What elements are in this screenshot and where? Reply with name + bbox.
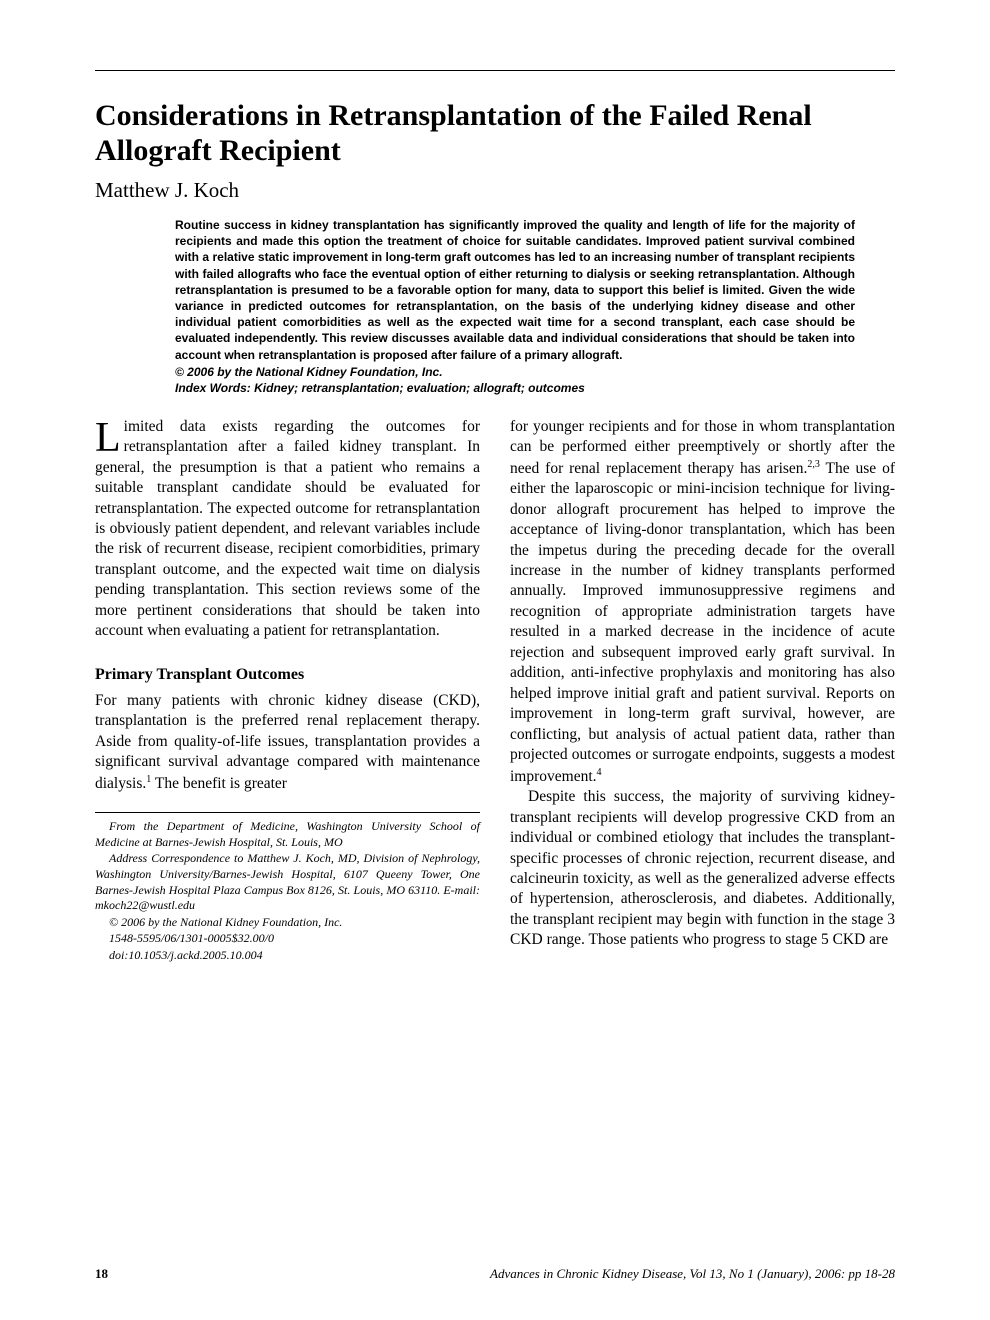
footnote-doi: doi:10.1053/j.ackd.2005.10.004: [95, 948, 480, 964]
footnote-rule: [95, 812, 480, 813]
section-paragraph: For many patients with chronic kidney di…: [95, 691, 480, 794]
left-column: Limited data exists regarding the outcom…: [95, 417, 480, 965]
right-para-1: for younger recipients and for those in …: [510, 417, 895, 787]
footnote-block: From the Department of Medicine, Washing…: [95, 819, 480, 963]
section-text-tail: The benefit is greater: [151, 775, 287, 792]
journal-citation: Advances in Chronic Kidney Disease, Vol …: [490, 1266, 895, 1282]
citation-ref-23: 2,3: [807, 459, 820, 470]
right-para1-b: The use of either the laparoscopic or mi…: [510, 460, 895, 785]
right-para-2: Despite this success, the majority of su…: [510, 787, 895, 951]
top-horizontal-rule: [95, 70, 895, 71]
abstract-copyright: © 2006 by the National Kidney Foundation…: [175, 365, 855, 379]
index-words: Index Words: Kidney; retransplantation; …: [175, 381, 855, 395]
dropcap-letter: L: [95, 417, 124, 457]
footnote-issn: 1548-5595/06/1301-0005$32.00/0: [95, 931, 480, 947]
footnote-correspondence: Address Correspondence to Matthew J. Koc…: [95, 851, 480, 913]
two-column-body: Limited data exists regarding the outcom…: [95, 417, 895, 965]
page-number: 18: [95, 1266, 108, 1282]
right-column: for younger recipients and for those in …: [510, 417, 895, 965]
footnote-from: From the Department of Medicine, Washing…: [95, 819, 480, 850]
page-footer: 18 Advances in Chronic Kidney Disease, V…: [95, 1266, 895, 1282]
footnote-copyright: © 2006 by the National Kidney Foundation…: [95, 915, 480, 931]
abstract-text: Routine success in kidney transplantatio…: [175, 217, 855, 363]
article-title: Considerations in Retransplantation of t…: [95, 99, 895, 168]
citation-ref-4: 4: [597, 767, 602, 778]
intro-text: imited data exists regarding the outcome…: [95, 418, 480, 640]
abstract-block: Routine success in kidney transplantatio…: [175, 217, 855, 395]
section-heading-primary-outcomes: Primary Transplant Outcomes: [95, 664, 480, 685]
intro-paragraph: Limited data exists regarding the outcom…: [95, 417, 480, 642]
author-name: Matthew J. Koch: [95, 178, 895, 203]
